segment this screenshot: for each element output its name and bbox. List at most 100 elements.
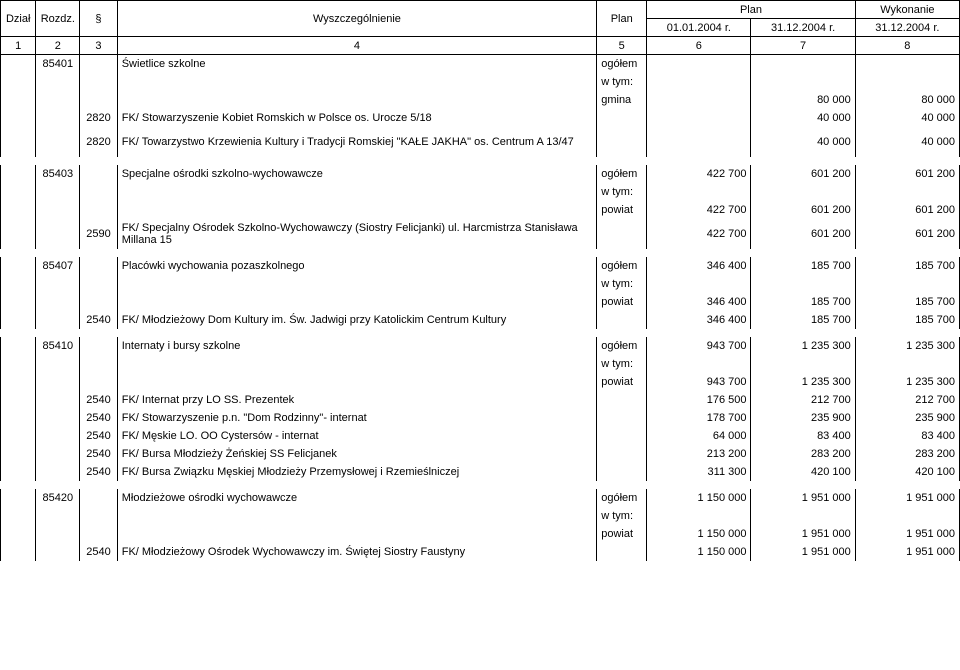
s3-wtym-row: w tym: <box>1 275 960 293</box>
s2-r1-v3: 601 200 <box>855 219 959 249</box>
hdr-par: § <box>80 1 118 37</box>
header-row-1: Dział Rozdz. § Wyszczególnienie Plan Pla… <box>1 1 960 19</box>
s1-wtym-row: w tym: <box>1 73 960 91</box>
s5-pv3: 1 951 000 <box>855 525 959 543</box>
s3-rozdz: 85407 <box>36 257 80 275</box>
s2-r1-txt: FK/ Specjalny Ośrodek Szkolno-Wychowawcz… <box>117 219 597 249</box>
s4-r3-v1: 64 000 <box>647 427 751 445</box>
s2-r1-par: 2590 <box>80 219 118 249</box>
s4-powiat-row: powiat 943 700 1 235 300 1 235 300 <box>1 373 960 391</box>
s3-powiat: powiat <box>597 293 647 311</box>
s5-r1-v1: 1 150 000 <box>647 543 751 561</box>
budget-table: Dział Rozdz. § Wyszczególnienie Plan Pla… <box>0 0 960 561</box>
s2-pv1: 422 700 <box>647 201 751 219</box>
s2-title: Specjalne ośrodki szkolno-wychowawcze <box>117 165 597 183</box>
s3-pv1: 346 400 <box>647 293 751 311</box>
s5-r1-v3: 1 951 000 <box>855 543 959 561</box>
s4-r1-v1: 176 500 <box>647 391 751 409</box>
s4-r3-v2: 83 400 <box>751 427 855 445</box>
s4-title-row: 85410 Internaty i bursy szkolne ogółem 9… <box>1 337 960 355</box>
s2-tv3: 601 200 <box>855 165 959 183</box>
s2-wtym-row: w tym: <box>1 183 960 201</box>
s3-tv2: 185 700 <box>751 257 855 275</box>
s4-pv2: 1 235 300 <box>751 373 855 391</box>
s2-powiat: powiat <box>597 201 647 219</box>
s4-r2-v2: 235 900 <box>751 409 855 427</box>
s4-r5: 2540 FK/ Bursa Związku Męskiej Młodzieży… <box>1 463 960 481</box>
s1-title-row: 85401 Świetlice szkolne ogółem <box>1 55 960 73</box>
hdr-wysz: Wyszczególnienie <box>117 1 597 37</box>
s4-r5-v3: 420 100 <box>855 463 959 481</box>
s3-pv3: 185 700 <box>855 293 959 311</box>
s4-r4-v3: 283 200 <box>855 445 959 463</box>
s3-r1: 2540 FK/ Młodzieżowy Dom Kultury im. Św.… <box>1 311 960 329</box>
s2-pv3: 601 200 <box>855 201 959 219</box>
s1-r2: 2820 FK/ Towarzystwo Krzewienia Kultury … <box>1 127 960 157</box>
hn7: 7 <box>751 37 855 55</box>
s3-powiat-row: powiat 346 400 185 700 185 700 <box>1 293 960 311</box>
s2-pv2: 601 200 <box>751 201 855 219</box>
s4-r1-par: 2540 <box>80 391 118 409</box>
s4-r3: 2540 FK/ Męskie LO. OO Cystersów - inter… <box>1 427 960 445</box>
s3-r1-v2: 185 700 <box>751 311 855 329</box>
hn3: 3 <box>80 37 118 55</box>
s1-r1-v1: 40 000 <box>751 109 855 127</box>
s4-wtym: w tym: <box>597 355 647 373</box>
s1-r2-v1: 40 000 <box>751 127 855 157</box>
hn1: 1 <box>1 37 36 55</box>
s5-r1-v2: 1 951 000 <box>751 543 855 561</box>
hdr-dzial: Dział <box>1 1 36 37</box>
s4-r2-v3: 235 900 <box>855 409 959 427</box>
s2-rozdz: 85403 <box>36 165 80 183</box>
s1-r1: 2820 FK/ Stowarzyszenie Kobiet Romskich … <box>1 109 960 127</box>
s4-plan: ogółem <box>597 337 647 355</box>
s3-wtym: w tym: <box>597 275 647 293</box>
hn4: 4 <box>117 37 597 55</box>
s1-g-v1: 80 000 <box>751 91 855 109</box>
s4-r5-txt: FK/ Bursa Związku Męskiej Młodzieży Prze… <box>117 463 597 481</box>
s5-powiat: powiat <box>597 525 647 543</box>
s5-rozdz: 85420 <box>36 489 80 507</box>
s1-wtym: w tym: <box>597 73 647 91</box>
s3-r1-par: 2540 <box>80 311 118 329</box>
s3-tv1: 346 400 <box>647 257 751 275</box>
s2-wtym: w tym: <box>597 183 647 201</box>
s2-tv1: 422 700 <box>647 165 751 183</box>
s5-pv1: 1 150 000 <box>647 525 751 543</box>
s4-r4-txt: FK/ Bursa Młodzieży Żeńskiej SS Felicjan… <box>117 445 597 463</box>
s2-title-row: 85403 Specjalne ośrodki szkolno-wychowaw… <box>1 165 960 183</box>
s5-r1: 2540 FK/ Młodzieżowy Ośrodek Wychowawczy… <box>1 543 960 561</box>
s1-g-v2: 80 000 <box>855 91 959 109</box>
s2-r1: 2590 FK/ Specjalny Ośrodek Szkolno-Wycho… <box>1 219 960 249</box>
s4-r3-txt: FK/ Męskie LO. OO Cystersów - internat <box>117 427 597 445</box>
s5-title-row: 85420 Młodzieżowe ośrodki wychowawcze og… <box>1 489 960 507</box>
s4-r5-v2: 420 100 <box>751 463 855 481</box>
hdr-plan: Plan <box>597 1 647 37</box>
s3-r1-txt: FK/ Młodzieżowy Dom Kultury im. Św. Jadw… <box>117 311 597 329</box>
s5-pv2: 1 951 000 <box>751 525 855 543</box>
s4-r1-txt: FK/ Internat przy LO SS. Prezentek <box>117 391 597 409</box>
hdr-date3: 31.12.2004 r. <box>855 19 959 37</box>
s1-rozdz: 85401 <box>36 55 80 73</box>
s4-r2-txt: FK/ Stowarzyszenie p.n. "Dom Rodzinny"- … <box>117 409 597 427</box>
s1-plan: ogółem <box>597 55 647 73</box>
s2-plan: ogółem <box>597 165 647 183</box>
s4-r2-par: 2540 <box>80 409 118 427</box>
s5-wtym-row: w tym: <box>1 507 960 525</box>
s4-r3-v3: 83 400 <box>855 427 959 445</box>
s3-title-row: 85407 Placówki wychowania pozaszkolnego … <box>1 257 960 275</box>
s1-r2-v2: 40 000 <box>855 127 959 157</box>
s5-tv2: 1 951 000 <box>751 489 855 507</box>
s4-wtym-row: w tym: <box>1 355 960 373</box>
s4-title: Internaty i bursy szkolne <box>117 337 597 355</box>
hn2: 2 <box>36 37 80 55</box>
hn8: 8 <box>855 37 959 55</box>
s4-r1: 2540 FK/ Internat przy LO SS. Prezentek … <box>1 391 960 409</box>
page: Dział Rozdz. § Wyszczególnienie Plan Pla… <box>0 0 960 670</box>
s4-r2-v1: 178 700 <box>647 409 751 427</box>
spacer-3 <box>1 329 960 337</box>
s4-pv1: 943 700 <box>647 373 751 391</box>
hn5: 5 <box>597 37 647 55</box>
s3-title: Placówki wychowania pozaszkolnego <box>117 257 597 275</box>
s2-r1-v2: 601 200 <box>751 219 855 249</box>
